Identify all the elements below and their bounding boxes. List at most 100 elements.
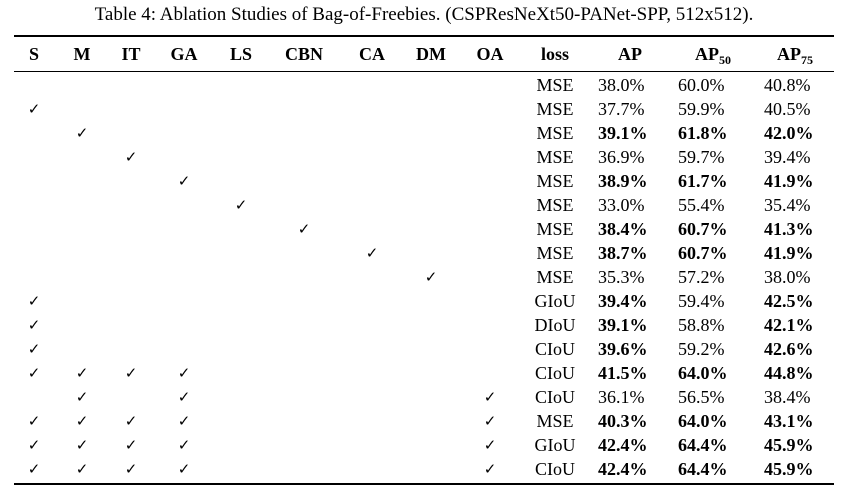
cell-ap: 39.1% xyxy=(598,314,648,335)
table-row: ✓ MSE 38.7% 60.7% 41.9% xyxy=(14,241,834,265)
cell-oa: ✓ xyxy=(460,457,520,485)
cell-m: ✓ xyxy=(54,121,110,145)
cell-loss: MSE xyxy=(536,266,574,287)
cell-it: ✓ xyxy=(110,409,152,433)
cell-loss: GIoU xyxy=(534,434,576,455)
cell-loss: MSE xyxy=(536,242,574,263)
cell-loss: CIoU xyxy=(535,338,575,359)
cell-ap75: 45.9% xyxy=(764,434,814,455)
cell-ls xyxy=(216,361,266,385)
cell-ap50: 55.4% xyxy=(678,194,725,215)
cell-dm: ✓ xyxy=(402,265,460,289)
cell-oa xyxy=(460,193,520,217)
cell-m xyxy=(54,97,110,121)
table-row: ✓ MSE 39.1% 61.8% 42.0% xyxy=(14,121,834,145)
cell-oa xyxy=(460,337,520,361)
check-mark-icon: ✓ xyxy=(124,460,138,479)
table-row: ✓ MSE 33.0% 55.4% 35.4% xyxy=(14,193,834,217)
cell-s xyxy=(14,241,54,265)
cell-dm xyxy=(402,193,460,217)
cell-ap50: 60.7% xyxy=(678,242,728,263)
cell-loss: MSE xyxy=(536,194,574,215)
cell-ap75: 39.4% xyxy=(764,146,811,167)
cell-it: ✓ xyxy=(110,145,152,169)
cell-ls xyxy=(216,97,266,121)
cell-it xyxy=(110,241,152,265)
cell-s xyxy=(14,121,54,145)
check-mark-icon: ✓ xyxy=(177,172,191,191)
cell-s: ✓ xyxy=(14,409,54,433)
cell-ap75: 42.1% xyxy=(764,314,814,335)
cell-it xyxy=(110,97,152,121)
check-mark-icon: ✓ xyxy=(27,340,41,359)
col-header-it: IT xyxy=(110,35,152,72)
check-mark-icon: ✓ xyxy=(483,388,497,407)
cell-it xyxy=(110,289,152,313)
cell-ap50: 59.4% xyxy=(678,290,725,311)
cell-ap: 36.1% xyxy=(598,386,645,407)
cell-s xyxy=(14,145,54,169)
cell-cbn xyxy=(266,409,342,433)
cell-ga xyxy=(152,72,216,98)
cell-oa xyxy=(460,145,520,169)
cell-oa xyxy=(460,241,520,265)
cell-ca xyxy=(342,385,402,409)
cell-ap: 39.6% xyxy=(598,338,648,359)
cell-ca: ✓ xyxy=(342,241,402,265)
cell-ap: 38.4% xyxy=(598,218,648,239)
cell-ga xyxy=(152,337,216,361)
cell-ap50: 59.2% xyxy=(678,338,725,359)
col-header-ap50: AP50 xyxy=(670,35,756,72)
cell-s xyxy=(14,193,54,217)
col-header-dm: DM xyxy=(402,35,460,72)
check-mark-icon: ✓ xyxy=(365,244,379,263)
cell-ap75: 38.0% xyxy=(764,266,811,287)
cell-ls xyxy=(216,289,266,313)
table-row: ✓ MSE 37.7% 59.9% 40.5% xyxy=(14,97,834,121)
ap50-subscript: 50 xyxy=(719,52,731,67)
cell-loss: CIoU xyxy=(535,386,575,407)
cell-oa xyxy=(460,72,520,98)
check-mark-icon: ✓ xyxy=(177,412,191,431)
cell-m xyxy=(54,72,110,98)
cell-dm xyxy=(402,409,460,433)
col-header-oa: OA xyxy=(460,35,520,72)
cell-it xyxy=(110,385,152,409)
cell-ga: ✓ xyxy=(152,169,216,193)
cell-ls xyxy=(216,169,266,193)
cell-cbn xyxy=(266,145,342,169)
cell-s xyxy=(14,169,54,193)
cell-oa: ✓ xyxy=(460,385,520,409)
cell-ga xyxy=(152,121,216,145)
cell-loss: MSE xyxy=(536,410,574,431)
cell-loss: MSE xyxy=(536,146,574,167)
cell-ca xyxy=(342,409,402,433)
cell-cbn xyxy=(266,385,342,409)
check-mark-icon: ✓ xyxy=(75,124,89,143)
cell-cbn xyxy=(266,337,342,361)
cell-loss: MSE xyxy=(536,218,574,239)
cell-ca xyxy=(342,457,402,485)
cell-ga xyxy=(152,145,216,169)
cell-ap50: 58.8% xyxy=(678,314,725,335)
cell-m xyxy=(54,241,110,265)
cell-m xyxy=(54,193,110,217)
check-mark-icon: ✓ xyxy=(424,268,438,287)
cell-ca xyxy=(342,337,402,361)
cell-ga xyxy=(152,193,216,217)
check-mark-icon: ✓ xyxy=(27,316,41,335)
cell-ca xyxy=(342,72,402,98)
cell-it: ✓ xyxy=(110,433,152,457)
cell-oa xyxy=(460,169,520,193)
cell-ap50: 59.7% xyxy=(678,146,725,167)
cell-m xyxy=(54,217,110,241)
cell-ap: 36.9% xyxy=(598,146,645,167)
cell-ca xyxy=(342,361,402,385)
cell-s: ✓ xyxy=(14,337,54,361)
cell-m: ✓ xyxy=(54,385,110,409)
check-mark-icon: ✓ xyxy=(177,388,191,407)
cell-ga: ✓ xyxy=(152,361,216,385)
cell-oa xyxy=(460,217,520,241)
cell-ap50: 64.4% xyxy=(670,457,756,485)
cell-ls xyxy=(216,72,266,98)
